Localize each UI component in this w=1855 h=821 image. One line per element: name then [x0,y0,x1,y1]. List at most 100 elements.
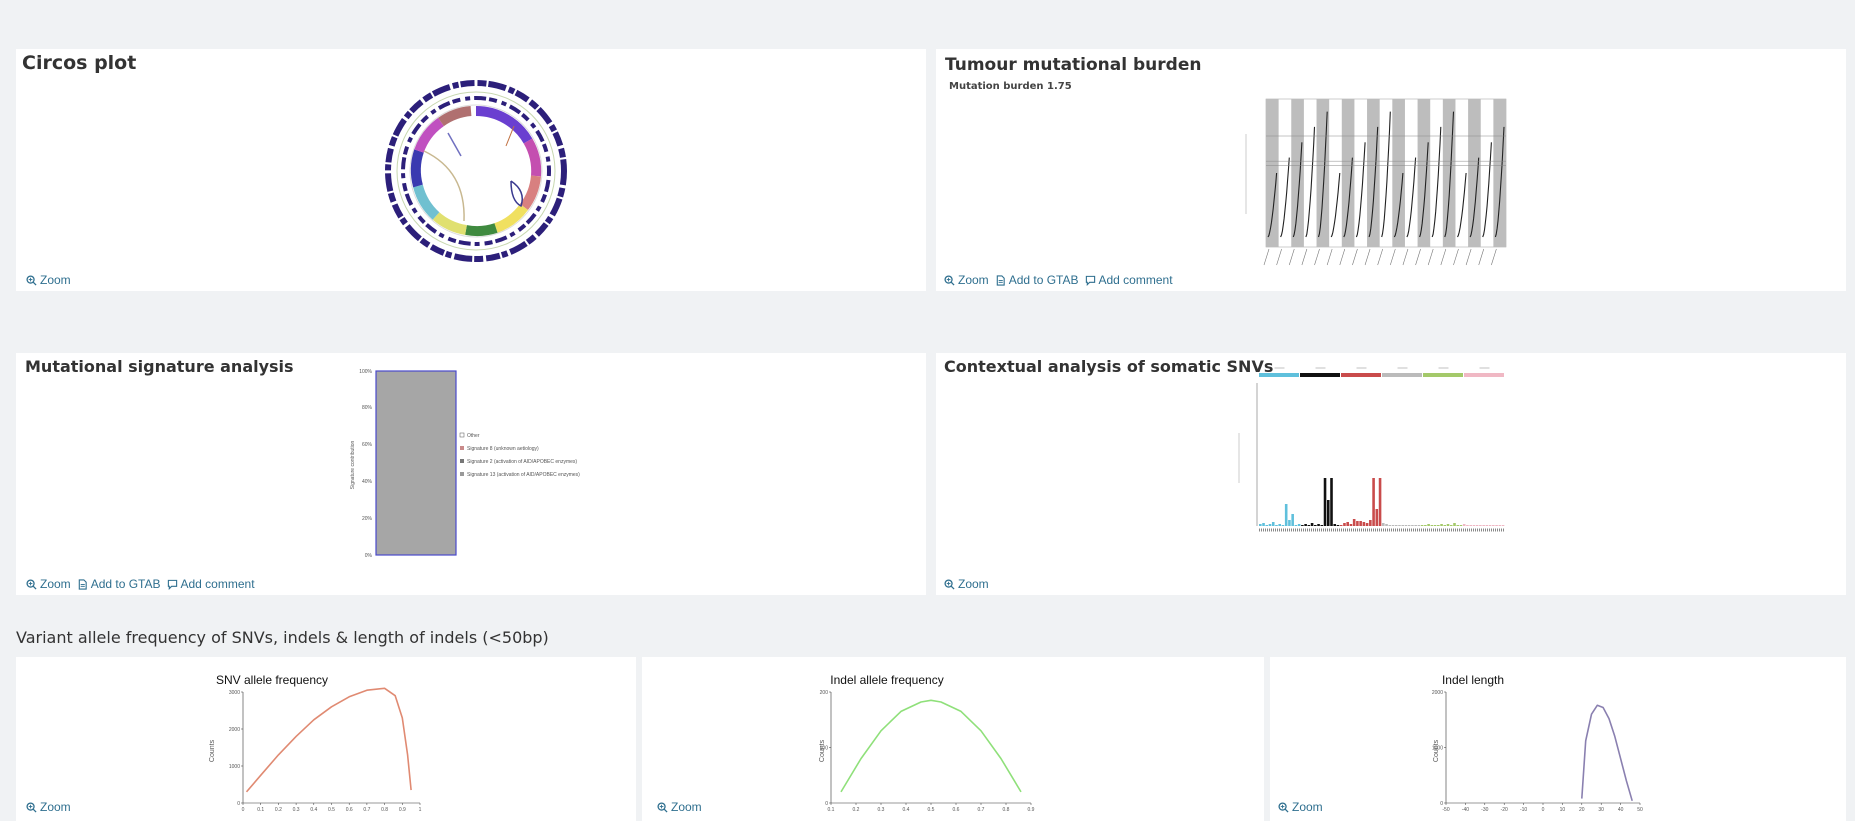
tmb-distribution [1343,157,1353,238]
legend-label: Signature 8 (unknown aetiology) [467,446,539,452]
context-bar [1297,524,1301,526]
xtick-label: 10 [1560,807,1566,813]
context-bar [1411,525,1414,526]
xtick-label: 0.2 [853,807,860,813]
tmb-column [1341,99,1355,247]
legend-swatch [460,472,464,476]
context-bar [1301,525,1304,526]
context-bar [1472,525,1476,526]
tmb-distribution [1444,111,1455,238]
xtick-label: 0.7 [363,807,370,813]
zoom-button[interactable]: Zoom [26,577,71,591]
context-bar [1475,525,1479,526]
xtick-label: 0.9 [1028,807,1035,813]
xtick-label: 0 [242,807,245,813]
tmb-xtick-label [1491,248,1497,266]
add-to-gtab-label: Add to GTAB [90,577,161,591]
add-comment-label: Add comment [1098,273,1173,287]
tmb-xtick-label [1440,248,1447,266]
ytick-label: 3000 [229,690,240,696]
indel-length-card: Indel length Counts 2000 1000 0 -50 -40 -30 -2… [1270,657,1846,821]
tmb-distribution [1267,172,1278,238]
xtick-label: 30 [1598,807,1604,813]
context-bar [1375,509,1379,526]
context-bar [1284,504,1288,526]
tmb-xtick-label [1301,248,1308,266]
circos-card: Circos plot Zoom [16,49,926,291]
add-to-gtab-button[interactable]: Add to GTAB [77,577,161,591]
context-bar [1462,524,1466,526]
zoom-button[interactable]: Zoom [944,273,989,287]
context-bar [1443,525,1447,526]
zoom-icon [657,801,668,813]
xtick-label: 0.5 [328,807,335,813]
tmb-distribution [1355,142,1366,238]
comment-icon [1085,275,1095,286]
signature-legend: Other Signature 8 (unknown aetiology) Si… [459,432,580,478]
zoom-button[interactable]: Zoom [944,577,989,591]
xtick-label: 0.2 [275,807,282,813]
xtick-label: 0.8 [1003,807,1010,813]
indel-af-axes: 200 100 00.1 0.2 0.3 0.4 0.5 0.6 0.7 0.8 0.9 [820,690,1035,813]
zoom-button[interactable]: Zoom [26,273,71,287]
add-comment-button[interactable]: Add comment [167,577,255,591]
contextual-card: Contextual analysis of somatic SNVs Zoom [936,353,1846,595]
signature-bar [375,370,457,556]
tmb-distribution [1317,111,1328,238]
context-bar [1485,525,1489,526]
xtick-label: 0.8 [381,807,388,813]
context-bar [1498,525,1502,526]
add-to-gtab-button[interactable]: Add to GTAB [995,273,1079,287]
context-bar [1275,525,1278,526]
contextual-actions: Zoom [944,577,989,591]
xtick-label: -40 [1462,807,1469,813]
context-bar [1365,523,1369,526]
tmb-xtick-label [1390,248,1396,266]
xtick-label: 0.6 [953,807,960,813]
tmb-distribution [1431,126,1442,238]
xtick-label: 0 [1542,807,1545,813]
context-bar [1317,524,1320,526]
zoom-button[interactable]: Zoom [26,800,71,814]
snv-af-axes: 3000 2000 1000 00 0.1 0.2 0.3 0.4 0.5 0.6 0.7 0.8 0.… [229,687,422,813]
context-bar [1424,525,1427,526]
zoom-button[interactable]: Zoom [1278,800,1323,814]
xtick-label: 50 [1637,807,1643,813]
add-comment-button[interactable]: Add comment [1085,273,1173,287]
context-bar [1310,523,1314,526]
ytick-label: 20% [362,516,373,522]
context-bar [1336,525,1340,526]
context-band [1382,373,1422,377]
context-bar [1265,525,1269,526]
zoom-label: Zoom [40,577,71,591]
tmb-xtick-label [1263,248,1270,266]
ytick-label: 1000 [229,764,240,770]
ytick-label: 100 [820,746,829,752]
ytick-label: 0 [1440,801,1443,807]
snv-af-plot: SNV allele frequency Counts 300020001000… [209,673,422,813]
tmb-distribution [1494,126,1505,238]
indel-af-ylabel: Counts [819,739,826,762]
tmb-column [1417,99,1431,247]
xtick-label: 20 [1579,807,1585,813]
context-bar [1320,525,1324,526]
tmb-distribution [1330,172,1341,238]
legend-label: Other [467,433,480,439]
tmb-xtick-label [1415,248,1421,266]
tmb-distribution [1280,157,1290,238]
tmb-distribution [1419,142,1429,238]
signature-card: Mutational signature analysis 100% 80% 6… [16,353,926,595]
indel-af-title: Indel allele frequency [830,673,943,687]
tmb-xtick-label [1478,248,1485,266]
zoom-button[interactable]: Zoom [657,800,702,814]
context-band [1259,373,1299,377]
xtick-label: -50 [1442,807,1449,813]
context-bar [1288,520,1291,526]
ytick-label: 2000 [1432,690,1443,696]
context-band [1341,373,1381,377]
tmb-column [1493,99,1506,247]
context-bar [1420,525,1424,526]
context-bar [1385,524,1388,526]
context-bar [1330,478,1333,526]
